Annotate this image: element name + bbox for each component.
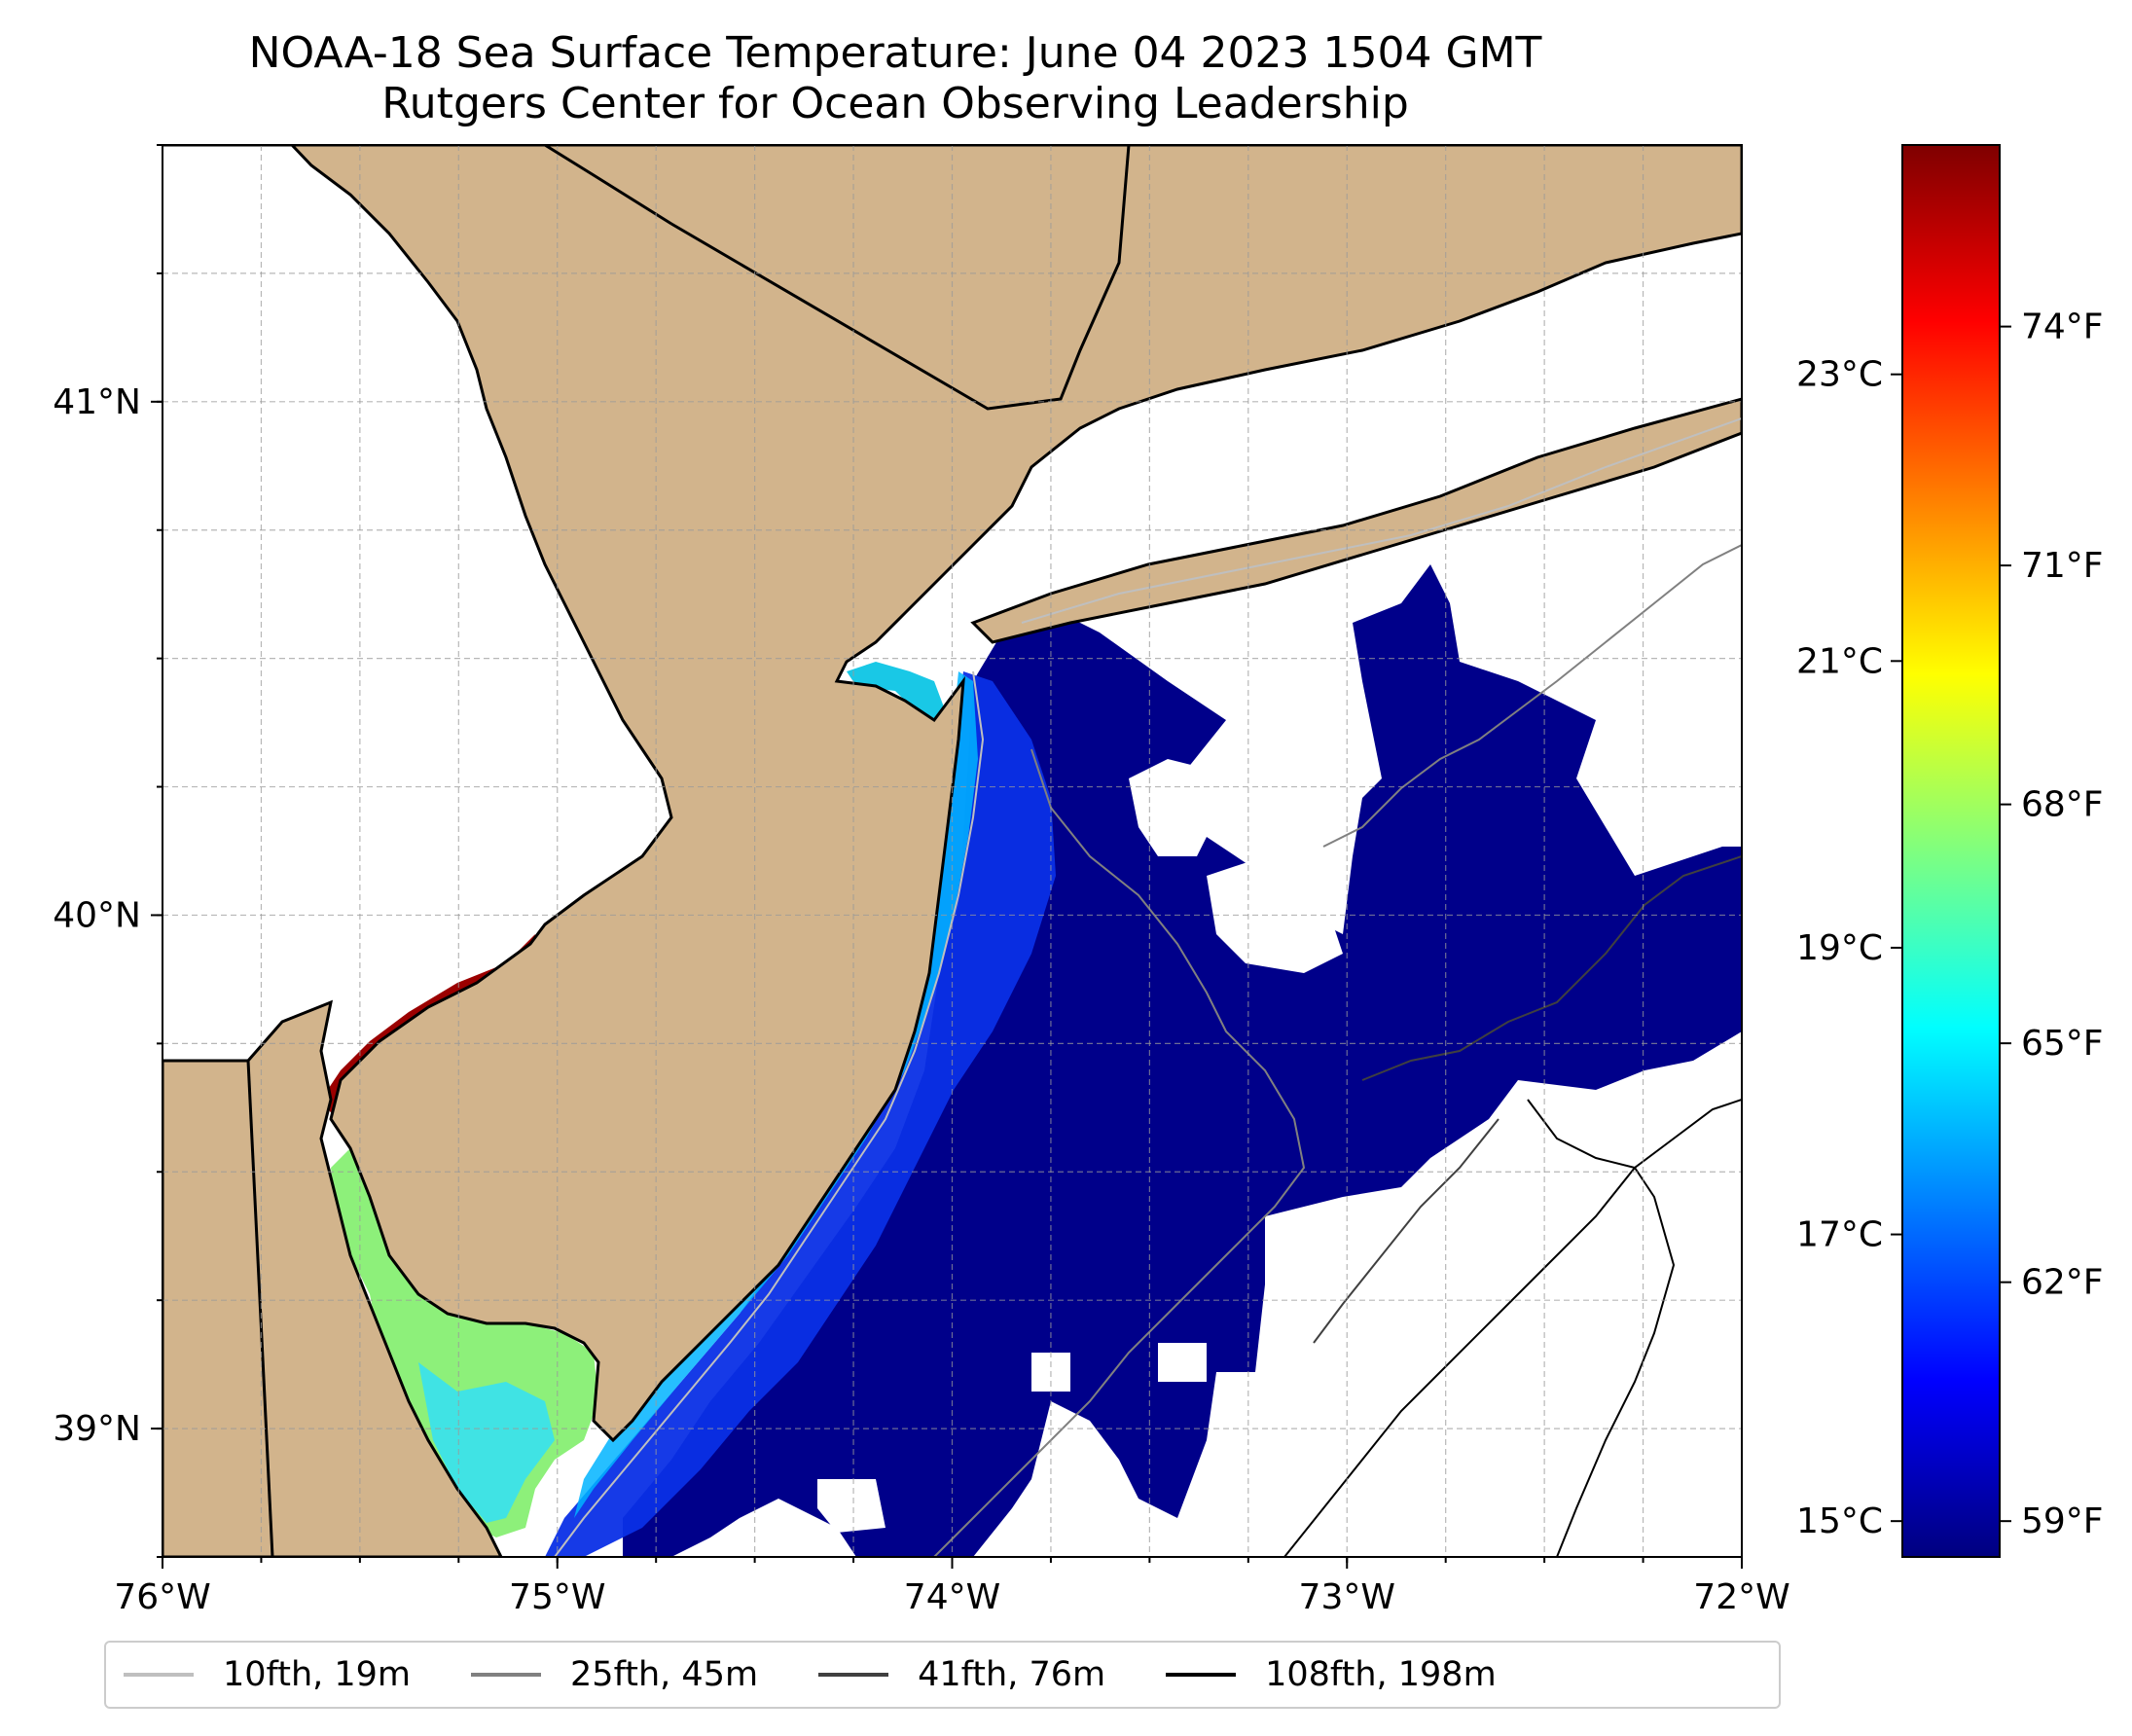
state-border-pa-ny <box>544 145 672 226</box>
x-tick-label: 74°W <box>904 1577 1000 1617</box>
legend-line-swatch <box>818 1673 889 1677</box>
contour-41fth <box>1361 855 1742 1081</box>
contour-10fth-b <box>1021 417 1742 624</box>
contour-108fth <box>1283 1099 1742 1557</box>
legend-item: 10fth, 19m <box>124 1655 411 1694</box>
colorbar-f-label: 59°F <box>2021 1501 2104 1541</box>
legend-label: 10fth, 19m <box>223 1655 412 1694</box>
cloud-mask-1 <box>1129 759 1216 856</box>
sst-ny-harbor <box>847 662 949 749</box>
cloud-mask-4 <box>1158 1343 1207 1382</box>
y-tick-label: 39°N <box>53 1409 141 1449</box>
sst-delaware-bay-cyan <box>418 1362 555 1523</box>
colorbar-f-label: 62°F <box>2021 1263 2104 1303</box>
colorbar-f-label: 68°F <box>2021 785 2104 825</box>
cloud-mask-5 <box>817 1479 885 1533</box>
x-tick-label: 73°W <box>1299 1577 1395 1617</box>
legend-label: 25fth, 45m <box>570 1655 759 1694</box>
x-tick-label: 76°W <box>114 1577 210 1617</box>
sst-nearshore-band <box>545 671 1056 1557</box>
land-long-island <box>970 397 1742 644</box>
state-border-ny-nj <box>670 145 1131 411</box>
colorbar-c-label: 21°C <box>1796 641 1883 681</box>
contour-41fth-b <box>1313 1118 1500 1344</box>
y-tick-label: 40°N <box>53 895 141 935</box>
x-tick-label: 75°W <box>509 1577 605 1617</box>
colorbar-f-label: 65°F <box>2021 1024 2104 1064</box>
colorbar-c-label: 23°C <box>1796 355 1883 395</box>
bathymetry-contours <box>554 417 1742 1557</box>
colorbar-c-label: 15°C <box>1796 1501 1883 1541</box>
legend-label: 108fth, 198m <box>1265 1655 1497 1694</box>
contour-108fth-b <box>1527 1099 1676 1557</box>
map-subtitle: Rutgers Center for Ocean Observing Leade… <box>381 79 1409 128</box>
contour-10fth <box>554 670 985 1557</box>
colorbar-f-label: 71°F <box>2021 546 2104 586</box>
state-border-de-md <box>246 1060 274 1557</box>
legend-line-swatch <box>124 1673 194 1677</box>
map-axis-ticks: 76°W 75°W 74°W 73°W 72°W 41°N 40°N 39°N <box>53 144 1790 1617</box>
colorbar <box>1901 144 2001 1558</box>
sst-offshore-field <box>623 564 1742 1557</box>
colorbar-ticks: 15°C 17°C 19°C 21°C 23°C 59°F 62°F 65°F 68°F 71°F… <box>1796 307 2103 1542</box>
legend-line-swatch <box>1166 1673 1237 1677</box>
contour-25fth-b <box>1322 544 1742 848</box>
colorbar-f-label: 74°F <box>2021 307 2104 347</box>
legend-line-swatch <box>471 1673 542 1677</box>
legend-item: 25fth, 45m <box>471 1655 758 1694</box>
contour-legend: 10fth, 19m 25fth, 45m 41fth, 76m 108fth, 19… <box>104 1641 1781 1709</box>
colorbar-c-label: 17°C <box>1796 1215 1883 1255</box>
x-tick-label: 72°W <box>1693 1577 1789 1617</box>
map-gridlines <box>163 145 1742 1557</box>
colorbar-c-label: 19°C <box>1796 928 1883 968</box>
legend-label: 41fth, 76m <box>918 1655 1106 1694</box>
map-title: NOAA-18 Sea Surface Temperature: June 04… <box>248 28 1542 78</box>
legend-item: 108fth, 198m <box>1166 1655 1497 1694</box>
y-tick-label: 41°N <box>53 382 141 422</box>
legend-item: 41fth, 76m <box>818 1655 1105 1694</box>
